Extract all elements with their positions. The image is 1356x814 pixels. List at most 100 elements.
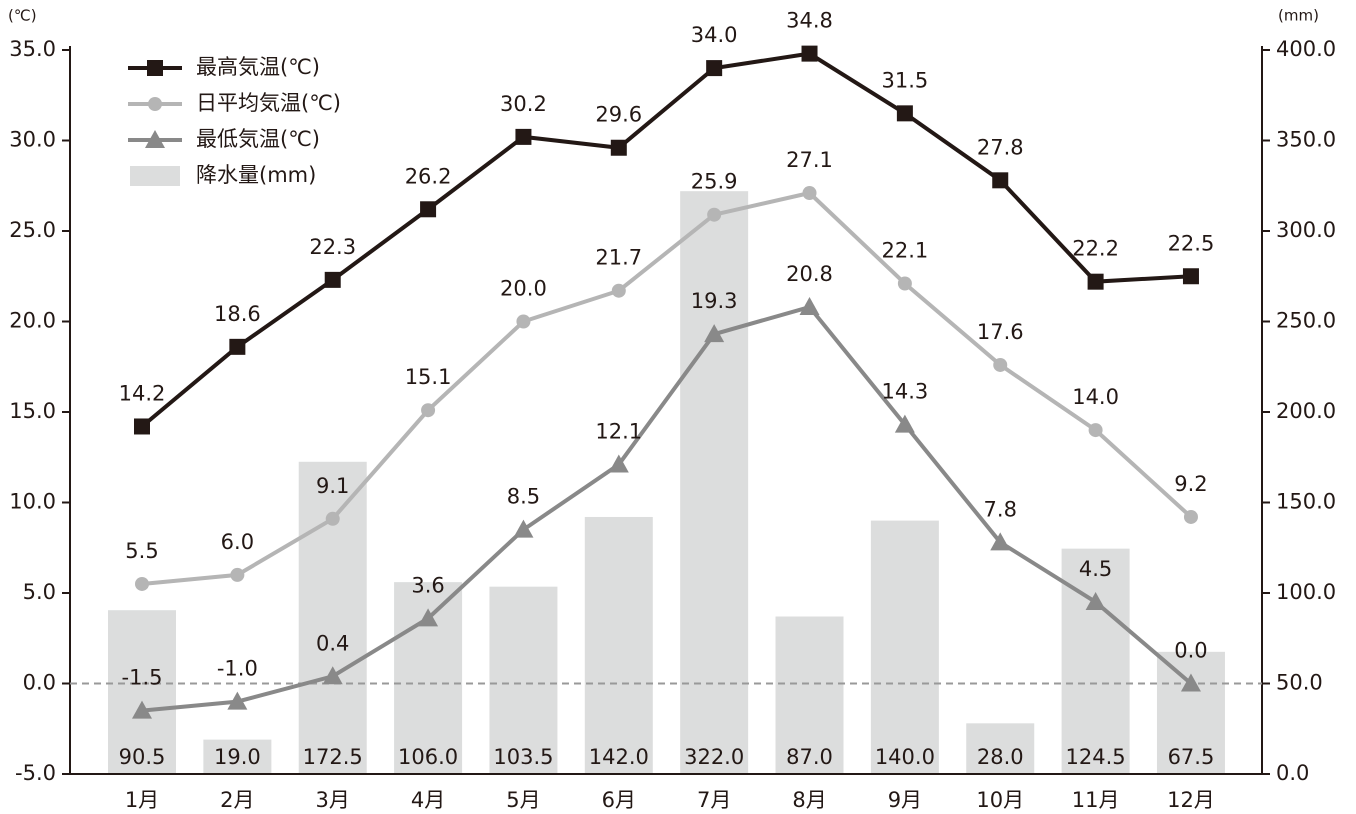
point bbox=[513, 519, 534, 538]
point bbox=[611, 283, 626, 298]
data-label: 27.8 bbox=[977, 135, 1024, 159]
legend-label: 日平均気温(℃) bbox=[196, 91, 341, 115]
x-tick-label: 3月 bbox=[316, 788, 350, 812]
y2-tick-label: 300.0 bbox=[1276, 218, 1336, 242]
point bbox=[132, 700, 152, 719]
point bbox=[990, 532, 1011, 551]
bar bbox=[775, 616, 844, 774]
point bbox=[802, 185, 817, 200]
data-label: 22.1 bbox=[881, 238, 928, 262]
bar bbox=[108, 610, 176, 774]
data-label: 67.5 bbox=[1168, 745, 1215, 769]
point bbox=[799, 297, 820, 316]
data-label: 18.6 bbox=[214, 302, 261, 326]
data-label: 9.1 bbox=[316, 474, 349, 498]
data-label: 5.5 bbox=[125, 539, 158, 563]
data-label: 140.0 bbox=[875, 745, 935, 769]
point bbox=[897, 276, 912, 291]
point bbox=[610, 139, 627, 156]
y2-tick-label: 350.0 bbox=[1276, 128, 1336, 152]
y-tick-label: 0.0 bbox=[23, 671, 56, 695]
y-tick-label: 5.0 bbox=[23, 580, 56, 604]
data-label: 12.1 bbox=[595, 419, 642, 443]
data-label: 7.8 bbox=[984, 497, 1017, 521]
y2-tick-label: 200.0 bbox=[1276, 399, 1336, 423]
point bbox=[420, 201, 437, 218]
data-label: 20.0 bbox=[500, 277, 547, 301]
data-label: 22.2 bbox=[1072, 237, 1119, 261]
y-tick-label: 30.0 bbox=[9, 128, 56, 152]
legend-marker bbox=[147, 60, 163, 76]
data-label: 34.8 bbox=[786, 9, 833, 33]
data-label: 9.2 bbox=[1174, 472, 1207, 496]
data-label: 14.2 bbox=[119, 381, 166, 405]
point bbox=[1183, 509, 1198, 524]
bar bbox=[584, 516, 653, 774]
data-label: 142.0 bbox=[589, 745, 649, 769]
y-tick-label: 10.0 bbox=[9, 490, 56, 514]
point bbox=[325, 511, 340, 526]
bar bbox=[680, 191, 749, 774]
line bbox=[141, 304, 1193, 713]
data-label: 28.0 bbox=[977, 745, 1024, 769]
data-label: 87.0 bbox=[786, 745, 833, 769]
data-label: 34.0 bbox=[691, 23, 738, 47]
point bbox=[135, 576, 149, 591]
point bbox=[230, 567, 245, 582]
data-label: -1.5 bbox=[122, 666, 163, 690]
data-label: 103.5 bbox=[493, 745, 553, 769]
bar bbox=[870, 520, 939, 774]
y2-tick-label: 0.0 bbox=[1276, 761, 1309, 785]
point bbox=[134, 418, 150, 435]
data-label: -1.0 bbox=[217, 657, 258, 681]
bar bbox=[298, 461, 367, 774]
data-label: 4.5 bbox=[1079, 557, 1112, 581]
data-label: 172.5 bbox=[303, 745, 363, 769]
x-tick-label: 10月 bbox=[976, 788, 1024, 812]
legend-label: 最低気温(℃) bbox=[196, 127, 320, 151]
x-tick-label: 2月 bbox=[220, 788, 254, 812]
bar bbox=[1156, 651, 1225, 774]
x-tick-label: 6月 bbox=[602, 788, 636, 812]
point bbox=[894, 414, 915, 433]
data-label: 27.1 bbox=[786, 148, 833, 172]
point bbox=[801, 45, 818, 62]
point bbox=[229, 338, 246, 355]
y2-tick-label: 400.0 bbox=[1276, 37, 1336, 61]
y-tick-label: -5.0 bbox=[15, 761, 56, 785]
point bbox=[1182, 268, 1199, 285]
data-label: 19.3 bbox=[691, 289, 738, 313]
point bbox=[516, 314, 531, 329]
legend-marker bbox=[148, 97, 162, 111]
data-label: 22.5 bbox=[1168, 231, 1215, 255]
x-tick-label: 12月 bbox=[1167, 788, 1215, 812]
bar bbox=[1061, 548, 1130, 774]
y2-tick-label: 100.0 bbox=[1276, 580, 1336, 604]
data-label: 14.3 bbox=[881, 380, 928, 404]
y-tick-label: 25.0 bbox=[9, 218, 56, 242]
point bbox=[421, 403, 436, 418]
data-label: 15.1 bbox=[405, 365, 452, 389]
data-label: 30.2 bbox=[500, 92, 547, 116]
legend-marker bbox=[145, 130, 165, 148]
x-tick-label: 9月 bbox=[888, 788, 922, 812]
point bbox=[1085, 592, 1106, 611]
data-label: 29.6 bbox=[595, 103, 642, 127]
point bbox=[707, 207, 722, 222]
data-label: 0.0 bbox=[1174, 639, 1207, 663]
point bbox=[515, 128, 532, 145]
data-label: 8.5 bbox=[507, 485, 540, 509]
data-label: 90.5 bbox=[119, 745, 166, 769]
data-label: 124.5 bbox=[1066, 745, 1126, 769]
legend-label: 降水量(mm) bbox=[196, 163, 316, 187]
data-label: 17.6 bbox=[977, 320, 1024, 344]
point bbox=[1088, 423, 1103, 438]
y2-tick-label: 250.0 bbox=[1276, 309, 1336, 333]
point bbox=[896, 105, 913, 122]
bar bbox=[966, 723, 1035, 774]
data-label: 0.4 bbox=[316, 631, 349, 655]
point bbox=[418, 608, 439, 627]
data-label: 6.0 bbox=[221, 530, 254, 554]
y-tick-label: 35.0 bbox=[9, 37, 56, 61]
